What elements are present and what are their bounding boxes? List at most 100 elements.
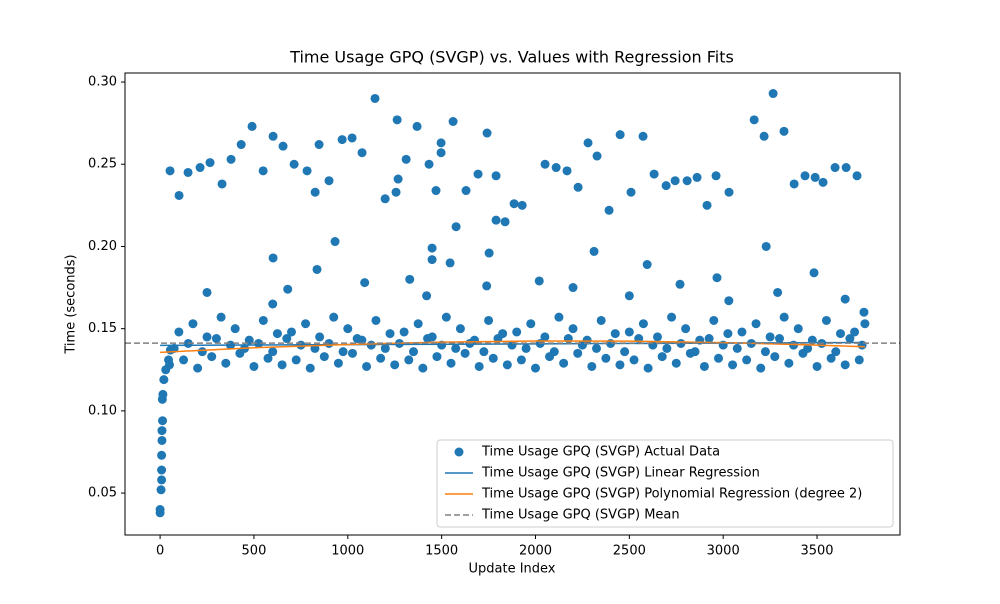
legend-box (436, 439, 894, 528)
data-point (784, 358, 794, 368)
data-point (761, 241, 771, 251)
data-point (174, 327, 184, 337)
x-axis-label: Update Index (468, 562, 555, 577)
x-tick-label: 500 (242, 544, 267, 559)
data-point (484, 315, 494, 325)
data-point (277, 360, 287, 370)
data-point (502, 360, 512, 370)
data-point (461, 186, 471, 196)
data-point (404, 355, 414, 365)
data-point (230, 324, 240, 334)
data-point (157, 475, 167, 485)
data-point (338, 347, 348, 357)
data-point (592, 151, 602, 161)
data-point (174, 190, 184, 200)
data-point (399, 327, 409, 337)
data-point (390, 360, 400, 370)
data-point (690, 347, 700, 357)
x-tick-label: 1000 (331, 544, 364, 559)
data-point (670, 176, 680, 186)
data-point (526, 319, 536, 329)
data-point (589, 246, 599, 256)
data-point (183, 167, 193, 177)
data-point (157, 426, 167, 436)
data-point (258, 166, 268, 176)
data-point (301, 319, 311, 329)
data-point (803, 343, 813, 353)
data-point (774, 334, 784, 344)
data-point (765, 332, 775, 342)
data-point (652, 332, 662, 342)
data-point (482, 128, 492, 138)
data-point (699, 361, 709, 371)
data-point (216, 312, 226, 322)
data-point (380, 343, 390, 353)
data-point (554, 312, 564, 322)
data-point (534, 276, 544, 286)
data-point (282, 334, 292, 344)
data-point (324, 176, 334, 186)
data-point (591, 343, 601, 353)
data-point (615, 130, 625, 140)
data-point (596, 315, 606, 325)
y-tick-label: 0.15 (88, 321, 117, 336)
legend: Time Usage GPQ (SVGP) Actual Data Time Us… (436, 439, 894, 528)
data-point (540, 159, 550, 169)
data-point (169, 343, 179, 353)
data-point (568, 324, 578, 334)
data-point (370, 93, 380, 103)
data-point (195, 163, 205, 173)
data-point (500, 217, 510, 227)
data-point (587, 361, 597, 371)
data-point (702, 200, 712, 210)
data-point (158, 416, 168, 426)
data-point (268, 253, 278, 263)
data-point (759, 131, 769, 141)
data-point (601, 353, 611, 363)
data-point (393, 174, 403, 184)
data-point (751, 319, 761, 329)
data-point (427, 243, 437, 253)
data-point (451, 222, 461, 232)
data-point (498, 329, 508, 339)
data-point (826, 353, 836, 363)
data-point (360, 278, 370, 288)
data-point (451, 343, 461, 353)
data-point (770, 352, 780, 362)
data-point (207, 352, 217, 362)
data-point (610, 329, 620, 339)
data-point (521, 343, 531, 353)
data-point (649, 169, 659, 179)
data-point (620, 347, 630, 357)
data-point (268, 131, 278, 141)
x-tick-label: 3000 (707, 544, 740, 559)
data-point (509, 199, 519, 209)
data-point (333, 358, 343, 368)
chart-title: Time Usage GPQ (SVGP) vs. Values with Re… (289, 48, 734, 67)
x-tick-label: 2500 (613, 544, 646, 559)
legend-label: Time Usage GPQ (SVGP) Linear Regression (481, 466, 760, 481)
data-point (812, 361, 822, 371)
x-tick-label: 3500 (800, 544, 833, 559)
data-point (845, 334, 855, 344)
data-point (405, 274, 415, 284)
data-point (724, 296, 734, 306)
data-point (385, 329, 395, 339)
data-point (624, 291, 634, 301)
data-point (530, 363, 540, 373)
data-point (347, 348, 357, 358)
data-point (724, 187, 734, 197)
x-tick-label: 2000 (519, 544, 552, 559)
data-point (742, 355, 752, 365)
data-point (283, 284, 293, 294)
y-tick-label: 0.20 (88, 239, 117, 254)
data-point (157, 465, 167, 475)
data-point (482, 281, 492, 291)
data-point (479, 347, 489, 357)
y-tick-label: 0.05 (88, 486, 117, 501)
data-point (818, 177, 828, 187)
data-point (362, 361, 372, 371)
data-point (164, 360, 174, 370)
data-point (211, 334, 221, 344)
